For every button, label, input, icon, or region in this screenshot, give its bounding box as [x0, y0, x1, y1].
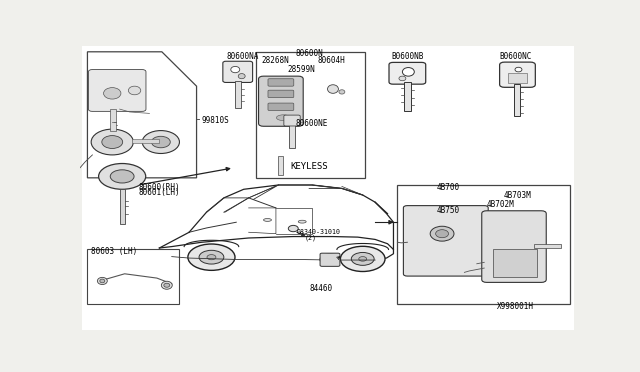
- Ellipse shape: [324, 256, 335, 263]
- Text: 99810S: 99810S: [202, 116, 229, 125]
- Polygon shape: [88, 52, 196, 178]
- FancyBboxPatch shape: [403, 206, 488, 276]
- Ellipse shape: [99, 164, 146, 189]
- Text: 80600NA: 80600NA: [227, 52, 259, 61]
- Ellipse shape: [142, 131, 179, 154]
- Bar: [404, 82, 411, 110]
- Bar: [515, 84, 520, 116]
- Ellipse shape: [339, 90, 345, 94]
- Ellipse shape: [436, 230, 449, 238]
- Bar: [256, 52, 365, 178]
- Ellipse shape: [430, 226, 454, 241]
- Text: B0600NB: B0600NB: [392, 52, 424, 61]
- FancyBboxPatch shape: [500, 62, 535, 87]
- Text: 4B702M: 4B702M: [486, 200, 515, 209]
- Text: 80604H: 80604H: [317, 56, 345, 65]
- Ellipse shape: [129, 86, 141, 95]
- Ellipse shape: [231, 67, 240, 73]
- Ellipse shape: [399, 76, 406, 81]
- FancyBboxPatch shape: [88, 70, 146, 111]
- Bar: [110, 109, 116, 131]
- Bar: [508, 73, 527, 83]
- Bar: [397, 185, 570, 304]
- Text: 28599N: 28599N: [287, 65, 315, 74]
- Bar: [120, 189, 125, 224]
- Ellipse shape: [264, 218, 271, 221]
- Text: (2): (2): [304, 235, 316, 241]
- Text: X998001H: X998001H: [497, 302, 534, 311]
- Ellipse shape: [298, 220, 306, 223]
- FancyBboxPatch shape: [268, 79, 294, 86]
- Ellipse shape: [320, 254, 340, 265]
- Ellipse shape: [110, 170, 134, 183]
- Bar: [493, 250, 538, 277]
- FancyBboxPatch shape: [284, 115, 300, 126]
- Text: 4B703M: 4B703M: [504, 191, 532, 200]
- Bar: [88, 250, 179, 304]
- Text: 80600N: 80600N: [296, 49, 324, 58]
- Ellipse shape: [207, 254, 216, 260]
- Text: 80601(LH): 80601(LH): [138, 189, 180, 198]
- FancyBboxPatch shape: [482, 211, 547, 282]
- FancyBboxPatch shape: [268, 103, 294, 110]
- Text: 4B750: 4B750: [437, 206, 460, 215]
- Text: 80603 (LH): 80603 (LH): [91, 247, 137, 256]
- Ellipse shape: [340, 246, 385, 272]
- Ellipse shape: [359, 257, 367, 261]
- Text: 28268N: 28268N: [261, 56, 289, 65]
- FancyBboxPatch shape: [320, 253, 340, 266]
- Ellipse shape: [403, 68, 414, 76]
- Text: 4B700: 4B700: [437, 183, 460, 192]
- Text: KEYLESS: KEYLESS: [291, 162, 328, 171]
- Ellipse shape: [152, 136, 170, 148]
- Ellipse shape: [328, 85, 339, 93]
- Ellipse shape: [238, 74, 245, 79]
- Text: 08340-31010: 08340-31010: [297, 230, 340, 235]
- FancyBboxPatch shape: [259, 76, 303, 126]
- Text: 84460: 84460: [310, 284, 333, 294]
- Text: 80600(RH): 80600(RH): [138, 183, 180, 192]
- Bar: [235, 81, 241, 108]
- Ellipse shape: [276, 115, 291, 121]
- Ellipse shape: [164, 283, 170, 287]
- Ellipse shape: [288, 225, 298, 232]
- Bar: [289, 124, 295, 148]
- Ellipse shape: [351, 253, 374, 265]
- Bar: [534, 244, 561, 248]
- Ellipse shape: [102, 135, 123, 148]
- Ellipse shape: [199, 250, 224, 264]
- Ellipse shape: [188, 244, 235, 270]
- FancyBboxPatch shape: [389, 62, 426, 84]
- FancyBboxPatch shape: [223, 61, 253, 83]
- Bar: [132, 139, 159, 144]
- Text: B0600NC: B0600NC: [499, 52, 531, 61]
- FancyBboxPatch shape: [268, 90, 294, 97]
- Ellipse shape: [515, 67, 522, 72]
- Ellipse shape: [104, 87, 121, 99]
- Ellipse shape: [97, 278, 108, 285]
- Text: 80600NE: 80600NE: [296, 119, 328, 128]
- Ellipse shape: [100, 279, 105, 283]
- Bar: [278, 156, 284, 175]
- Ellipse shape: [91, 129, 133, 155]
- Ellipse shape: [161, 281, 172, 289]
